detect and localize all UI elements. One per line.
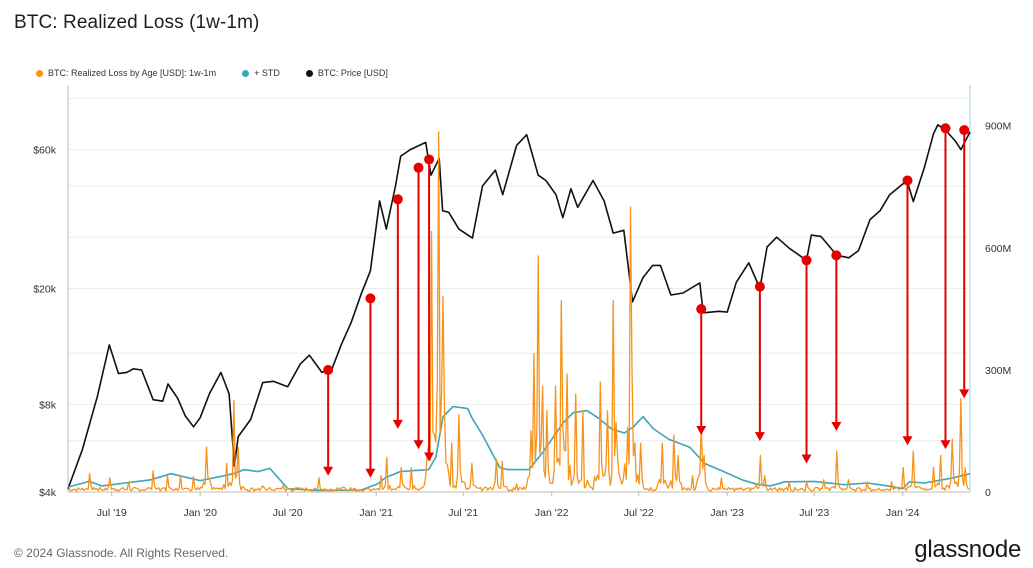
glassnode-logo: glassnode bbox=[914, 536, 1021, 563]
legend-dot-price bbox=[305, 69, 313, 77]
annotation-dot-6 bbox=[754, 281, 765, 292]
annotation-arrow-head-7 bbox=[801, 454, 812, 464]
y-left-tick-label-0: $4k bbox=[39, 487, 57, 499]
x-tick-label-9: Jan '24 bbox=[886, 507, 920, 519]
x-tick-label-1: Jan '20 bbox=[183, 507, 217, 519]
annotation-dot-1 bbox=[365, 293, 376, 304]
y-left-tick-label-1: $8k bbox=[39, 399, 57, 411]
annotation-arrow-head-10 bbox=[940, 440, 951, 450]
annotation-arrow-head-6 bbox=[754, 432, 765, 442]
x-tick-label-3: Jan '21 bbox=[359, 507, 393, 519]
annotation-arrow-head-1 bbox=[365, 468, 376, 478]
legend-label-realized-loss: BTC: Realized Loss by Age [USD]: 1w-1m bbox=[48, 68, 217, 78]
y-right-tick-label-2: 600M bbox=[985, 243, 1011, 255]
series-line-0 bbox=[67, 124, 971, 490]
copyright-text: © 2024 Glassnode. All Rights Reserved. bbox=[14, 546, 229, 560]
annotation-dot-10 bbox=[940, 123, 951, 134]
annotation-arrow-head-9 bbox=[902, 436, 913, 446]
x-tick-label-0: Jul '19 bbox=[97, 507, 127, 519]
legend-dot-std bbox=[242, 69, 250, 77]
legend-label-price: BTC: Price [USD] bbox=[317, 68, 388, 78]
y-right-tick-label-0: 0 bbox=[985, 487, 991, 499]
series-line-1 bbox=[67, 405, 971, 492]
annotation-dot-5 bbox=[696, 304, 707, 315]
annotation-arrow-head-11 bbox=[959, 389, 970, 399]
annotation-dot-9 bbox=[902, 175, 913, 186]
chart-legend: BTC: Realized Loss by Age [USD]: 1w-1m +… bbox=[36, 68, 388, 78]
y-right-tick-label-3: 900M bbox=[985, 121, 1011, 133]
x-tick-label-8: Jul '23 bbox=[799, 507, 829, 519]
annotation-arrow-head-0 bbox=[323, 466, 334, 476]
legend-dot-realized-loss bbox=[36, 69, 43, 77]
chart-title: BTC: Realized Loss (1w-1m) bbox=[14, 12, 260, 33]
x-tick-label-5: Jan '22 bbox=[535, 507, 569, 519]
x-tick-label-6: Jul '22 bbox=[624, 507, 654, 519]
legend-item-std[interactable]: + STD bbox=[242, 68, 280, 78]
annotation-dot-4 bbox=[424, 154, 435, 165]
y-left-tick-label-2: $20k bbox=[33, 284, 57, 296]
annotation-arrow-head-2 bbox=[392, 419, 403, 429]
x-tick-label-2: Jul '20 bbox=[273, 507, 303, 519]
annotation-arrow-head-5 bbox=[696, 426, 707, 436]
x-tick-label-7: Jan '23 bbox=[710, 507, 744, 519]
annotation-arrow-head-4 bbox=[424, 452, 435, 462]
x-tick-label-4: Jul '21 bbox=[448, 507, 478, 519]
legend-label-std: + STD bbox=[254, 68, 280, 78]
annotation-dot-11 bbox=[959, 125, 970, 136]
annotation-arrow-head-3 bbox=[413, 440, 424, 450]
annotation-dot-2 bbox=[392, 194, 403, 205]
annotation-arrow-head-8 bbox=[831, 421, 842, 431]
annotation-dot-3 bbox=[413, 162, 424, 173]
legend-item-realized-loss[interactable]: BTC: Realized Loss by Age [USD]: 1w-1m bbox=[36, 68, 216, 78]
annotation-dot-7 bbox=[801, 255, 812, 266]
annotation-dot-0 bbox=[323, 364, 334, 375]
y-left-tick-label-3: $60k bbox=[33, 145, 57, 157]
y-right-tick-label-1: 300M bbox=[985, 365, 1011, 377]
legend-item-price[interactable]: BTC: Price [USD] bbox=[305, 68, 388, 78]
annotation-dot-8 bbox=[831, 250, 842, 261]
series-line-2 bbox=[67, 131, 970, 492]
